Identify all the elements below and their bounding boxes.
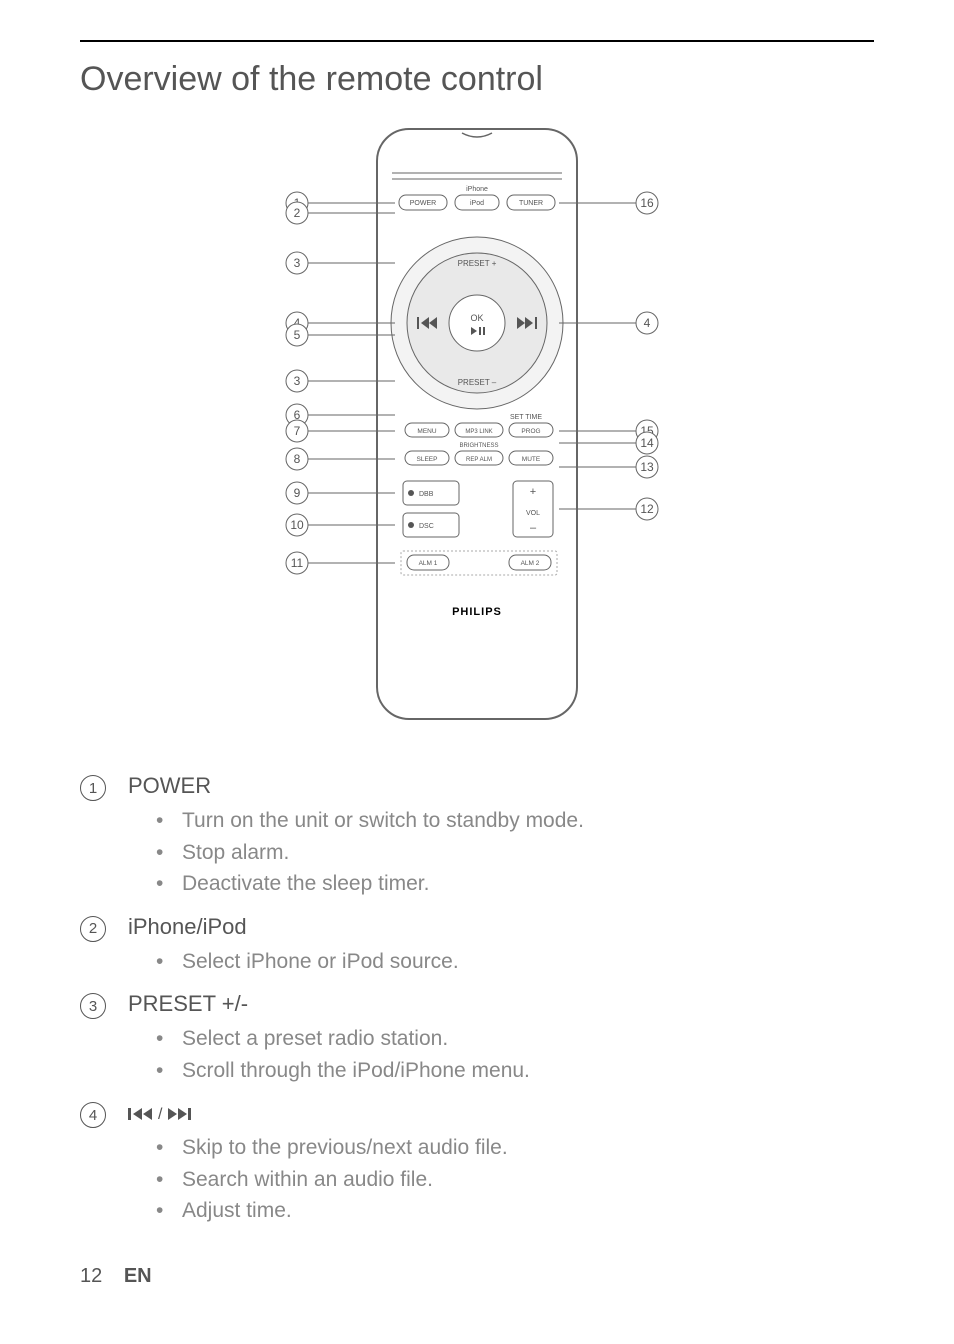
svg-text:3: 3 <box>294 374 301 388</box>
svg-text:iPod: iPod <box>470 200 484 207</box>
item-label: / <box>128 1100 874 1126</box>
svg-text:PHILIPS: PHILIPS <box>452 606 502 618</box>
page-heading: Overview of the remote control <box>80 60 874 99</box>
description-item: 3 PRESET +/- Select a preset radio station… <box>80 991 874 1086</box>
svg-text:SLEEP: SLEEP <box>417 456 438 463</box>
remote-svg: iPhone POWER iPod TUNER OK PRESET + PRES… <box>277 123 677 733</box>
bullet-item: Select a preset radio station. <box>156 1023 874 1055</box>
ipod-button: iPod <box>455 195 499 210</box>
svg-text:16: 16 <box>640 196 654 210</box>
bullet-list: Select iPhone or iPod source. <box>128 946 874 978</box>
item-number: 1 <box>80 775 106 801</box>
remote-diagram: iPhone POWER iPod TUNER OK PRESET + PRES… <box>80 123 874 733</box>
svg-text:ALM 2: ALM 2 <box>521 560 540 567</box>
item-label: POWER <box>128 773 874 799</box>
svg-text:13: 13 <box>640 460 654 474</box>
item-label: iPhone/iPod <box>128 914 874 940</box>
svg-text:+: + <box>530 486 536 498</box>
svg-text:MUTE: MUTE <box>522 456 541 463</box>
bullet-list: Turn on the unit or switch to standby mo… <box>128 805 874 900</box>
svg-text:–: – <box>530 522 537 534</box>
bullet-list: Skip to the previous/next audio file.Sea… <box>128 1132 874 1227</box>
svg-text:TUNER: TUNER <box>519 200 543 207</box>
svg-text:BRIGHTNESS: BRIGHTNESS <box>459 443 498 449</box>
svg-text:PRESET +: PRESET + <box>458 259 497 268</box>
bullet-item: Select iPhone or iPod source. <box>156 946 874 978</box>
item-number: 3 <box>80 993 106 1019</box>
description-item: 4 / Skip to the previous/next audio file.S… <box>80 1100 874 1227</box>
page-footer: 12 EN <box>80 1265 152 1288</box>
svg-text:DBB: DBB <box>419 491 434 498</box>
bullet-item: Search within an audio file. <box>156 1164 874 1196</box>
tuner-button: TUNER <box>507 195 555 210</box>
svg-text:PROG: PROG <box>521 428 540 435</box>
svg-text:7: 7 <box>294 424 301 438</box>
bullet-item: Skip to the previous/next audio file. <box>156 1132 874 1164</box>
svg-text:PRESET –: PRESET – <box>458 378 497 387</box>
svg-text:MENU: MENU <box>417 428 436 435</box>
svg-text:9: 9 <box>294 486 301 500</box>
bullet-item: Scroll through the iPod/iPhone menu. <box>156 1055 874 1087</box>
page-number: 12 <box>80 1265 102 1287</box>
bullet-item: Stop alarm. <box>156 837 874 869</box>
item-label: PRESET +/- <box>128 991 874 1017</box>
svg-text:REP ALM: REP ALM <box>466 457 492 463</box>
svg-text:12: 12 <box>640 502 654 516</box>
svg-text:SET TIME: SET TIME <box>510 414 542 421</box>
svg-text:VOL: VOL <box>526 510 540 517</box>
svg-text:8: 8 <box>294 452 301 466</box>
svg-text:POWER: POWER <box>410 200 436 207</box>
svg-text:2: 2 <box>294 206 301 220</box>
svg-text:OK: OK <box>470 313 483 323</box>
svg-text:10: 10 <box>290 518 304 532</box>
svg-text:/: / <box>158 1106 163 1123</box>
svg-text:5: 5 <box>294 328 301 342</box>
page-lang: EN <box>124 1265 152 1287</box>
svg-text:ALM 1: ALM 1 <box>419 560 438 567</box>
svg-text:4: 4 <box>644 316 651 330</box>
bullet-item: Deactivate the sleep timer. <box>156 868 874 900</box>
svg-text:14: 14 <box>640 436 654 450</box>
svg-text:11: 11 <box>291 556 304 570</box>
item-number: 2 <box>80 916 106 942</box>
svg-text:DSC: DSC <box>419 523 434 530</box>
svg-text:MP3 LINK: MP3 LINK <box>465 429 492 435</box>
svg-text:3: 3 <box>294 256 301 270</box>
bullet-list: Select a preset radio station.Scroll thr… <box>128 1023 874 1086</box>
descriptions: 1 POWER Turn on the unit or switch to stan… <box>80 773 874 1227</box>
description-item: 2 iPhone/iPod Select iPhone or iPod source… <box>80 914 874 978</box>
bullet-item: Turn on the unit or switch to standby mo… <box>156 805 874 837</box>
bullet-item: Adjust time. <box>156 1195 874 1227</box>
power-button: POWER <box>399 195 447 210</box>
description-item: 1 POWER Turn on the unit or switch to stan… <box>80 773 874 900</box>
item-number: 4 <box>80 1102 106 1128</box>
ipod-top-label: iPhone <box>466 186 488 193</box>
top-rule <box>80 40 874 42</box>
